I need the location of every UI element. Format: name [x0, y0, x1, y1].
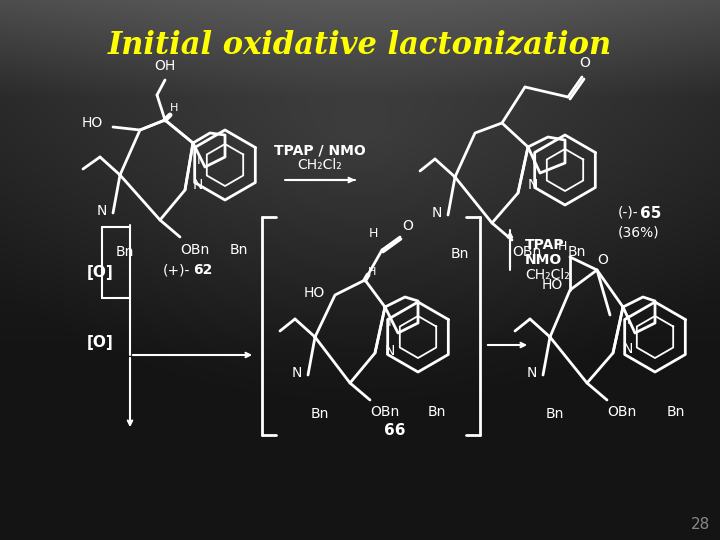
Text: H: H [557, 240, 567, 253]
Text: HO: HO [82, 116, 103, 130]
Text: Bn: Bn [546, 407, 564, 421]
Text: TPAP / NMO: TPAP / NMO [274, 144, 366, 158]
Text: I: I [627, 314, 631, 327]
Text: 62: 62 [193, 263, 212, 277]
Text: [O]: [O] [86, 334, 113, 349]
Text: Bn: Bn [667, 405, 685, 419]
Text: CH₂Cl₂: CH₂Cl₂ [525, 268, 570, 282]
Text: (-)-: (-)- [618, 206, 639, 220]
Text: OBn: OBn [370, 405, 400, 419]
Text: N: N [431, 206, 442, 220]
Text: CH₂Cl₂: CH₂Cl₂ [297, 158, 343, 172]
Text: H: H [368, 267, 377, 277]
Text: OBn: OBn [607, 405, 636, 419]
Text: Bn: Bn [116, 245, 134, 259]
Text: Bn: Bn [428, 405, 446, 419]
Text: OBn: OBn [180, 243, 210, 257]
Text: H: H [170, 103, 179, 113]
Text: I: I [197, 153, 201, 166]
Text: O: O [402, 219, 413, 233]
Text: Bn: Bn [311, 407, 329, 421]
Text: (36%): (36%) [618, 226, 660, 240]
Text: HO: HO [541, 278, 563, 292]
Text: (+)-: (+)- [163, 263, 190, 277]
Text: Bn: Bn [230, 243, 248, 257]
Text: N: N [385, 344, 395, 358]
Text: 65: 65 [640, 206, 662, 220]
Text: Bn: Bn [451, 247, 469, 261]
Text: I: I [532, 153, 536, 166]
Text: NMO: NMO [525, 253, 562, 267]
Text: N: N [528, 178, 539, 192]
Text: O: O [597, 253, 608, 267]
Text: N: N [623, 342, 634, 356]
Text: H: H [369, 227, 378, 240]
Text: OH: OH [154, 59, 176, 73]
Text: N: N [96, 204, 107, 218]
Text: Bn: Bn [568, 245, 586, 259]
Text: HO: HO [304, 286, 325, 300]
Text: Initial oxidative lactonization: Initial oxidative lactonization [108, 30, 612, 61]
Text: I: I [388, 316, 392, 329]
Text: N: N [193, 178, 203, 192]
Text: TPAP: TPAP [525, 238, 564, 252]
Text: 66: 66 [384, 423, 406, 438]
Text: N: N [292, 366, 302, 380]
Text: 28: 28 [690, 517, 710, 532]
Text: [O]: [O] [86, 265, 113, 280]
Text: O: O [580, 56, 590, 70]
Text: N: N [526, 366, 537, 380]
Text: OBn: OBn [512, 245, 541, 259]
